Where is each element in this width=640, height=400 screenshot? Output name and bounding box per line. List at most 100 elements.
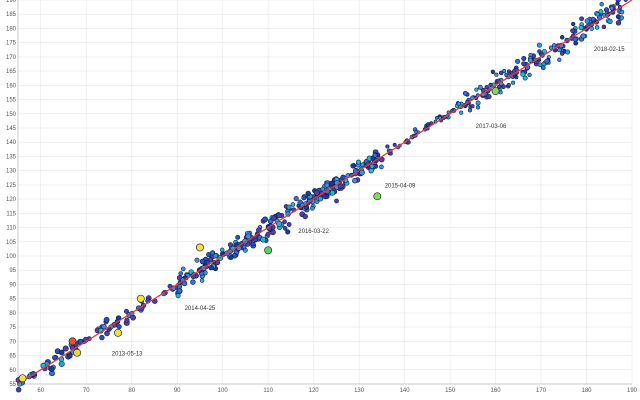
data-point (116, 324, 122, 330)
annotations: 2013-05-13 2014-04-25 2016-03-22 2015-04-09… (112, 47, 625, 357)
data-point (498, 70, 504, 76)
data-point (511, 80, 516, 85)
y-tick-label: 110 (6, 226, 16, 232)
data-point (475, 105, 481, 110)
data-point (260, 236, 267, 243)
y-tick-label: 145 (6, 126, 17, 132)
axes: 60 70 80 90 100 110 120 130 140 150 160 170 180 190 55… (6, 0, 638, 394)
y-tick-label: 55 (9, 382, 16, 388)
data-point (486, 94, 492, 100)
y-tick-label: 175 (6, 41, 17, 47)
data-point (456, 101, 462, 106)
data-point (570, 28, 575, 34)
data-point (124, 308, 129, 314)
data-point (194, 257, 200, 263)
x-tick-label: 140 (400, 388, 411, 394)
data-point (286, 204, 292, 210)
highlight-point (18, 374, 27, 383)
date-annotation: 2013-05-13 (112, 352, 143, 358)
data-point (286, 222, 292, 227)
data-point (609, 5, 614, 11)
fit-line-layer (17, 0, 633, 385)
data-point (615, 0, 621, 3)
x-tick-label: 150 (445, 388, 456, 394)
x-tick-label: 60 (37, 388, 44, 394)
data-point (497, 84, 502, 89)
y-tick-label: 160 (6, 83, 17, 89)
x-tick-label: 100 (218, 388, 229, 394)
x-tick-label: 160 (491, 388, 502, 394)
data-point (504, 72, 509, 77)
data-point (589, 26, 594, 31)
data-point (619, 9, 625, 15)
x-tick-label: 90 (174, 388, 181, 394)
data-point (494, 72, 499, 77)
highlight-point (195, 243, 204, 252)
data-point (290, 202, 296, 207)
data-point (265, 231, 271, 237)
data-point (522, 75, 528, 81)
data-point (572, 36, 578, 42)
y-tick-label: 165 (6, 69, 17, 75)
data-point (475, 100, 481, 106)
data-point (301, 195, 307, 201)
data-point (103, 316, 110, 323)
data-point (58, 349, 65, 356)
x-tick-label: 110 (263, 388, 273, 394)
data-point (329, 189, 336, 196)
data-point (615, 14, 621, 20)
data-point (488, 82, 493, 87)
data-point (521, 55, 527, 62)
highlight-point (136, 294, 145, 303)
data-point (379, 164, 384, 170)
y-tick-label: 60 (9, 368, 16, 374)
date-annotation: 2017-03-06 (476, 124, 507, 130)
data-point (501, 84, 506, 89)
data-point (414, 130, 418, 134)
data-point (459, 110, 464, 115)
data-point (320, 186, 326, 192)
data-point (580, 33, 586, 39)
y-tick-label: 140 (6, 140, 17, 146)
data-point (527, 72, 532, 78)
data-point (337, 183, 344, 189)
fit-line (17, 0, 633, 385)
data-point (559, 51, 565, 56)
y-tick-label: 125 (6, 183, 17, 189)
data-point (372, 152, 378, 158)
data-point (474, 87, 479, 92)
data-point (101, 323, 107, 330)
y-tick-label: 155 (6, 98, 17, 104)
data-point (62, 345, 69, 352)
data-point (565, 49, 571, 55)
data-point (551, 43, 557, 48)
date-annotation: 2015-04-09 (385, 184, 416, 190)
y-tick-label: 105 (6, 240, 17, 246)
data-point (615, 20, 622, 26)
y-tick-label: 150 (6, 112, 17, 118)
highlight-point (264, 246, 273, 255)
data-point (369, 163, 375, 169)
data-point (623, 0, 628, 2)
data-point (515, 58, 521, 64)
data-point (477, 84, 483, 90)
data-point (208, 264, 214, 271)
data-point (359, 169, 365, 176)
data-point (99, 334, 105, 341)
data-point (219, 247, 225, 253)
x-tick-label: 170 (536, 388, 547, 394)
x-tick-label: 70 (83, 388, 90, 394)
data-point (334, 198, 339, 204)
date-annotation: 2018-02-15 (594, 47, 625, 53)
data-point (241, 244, 247, 250)
data-point (559, 35, 565, 40)
data-point (520, 71, 526, 77)
data-point (392, 142, 397, 147)
data-point (484, 85, 489, 90)
highlight-points (18, 87, 500, 383)
data-point (317, 195, 324, 202)
data-point (175, 293, 181, 299)
data-point (176, 288, 183, 294)
data-point (104, 330, 110, 337)
